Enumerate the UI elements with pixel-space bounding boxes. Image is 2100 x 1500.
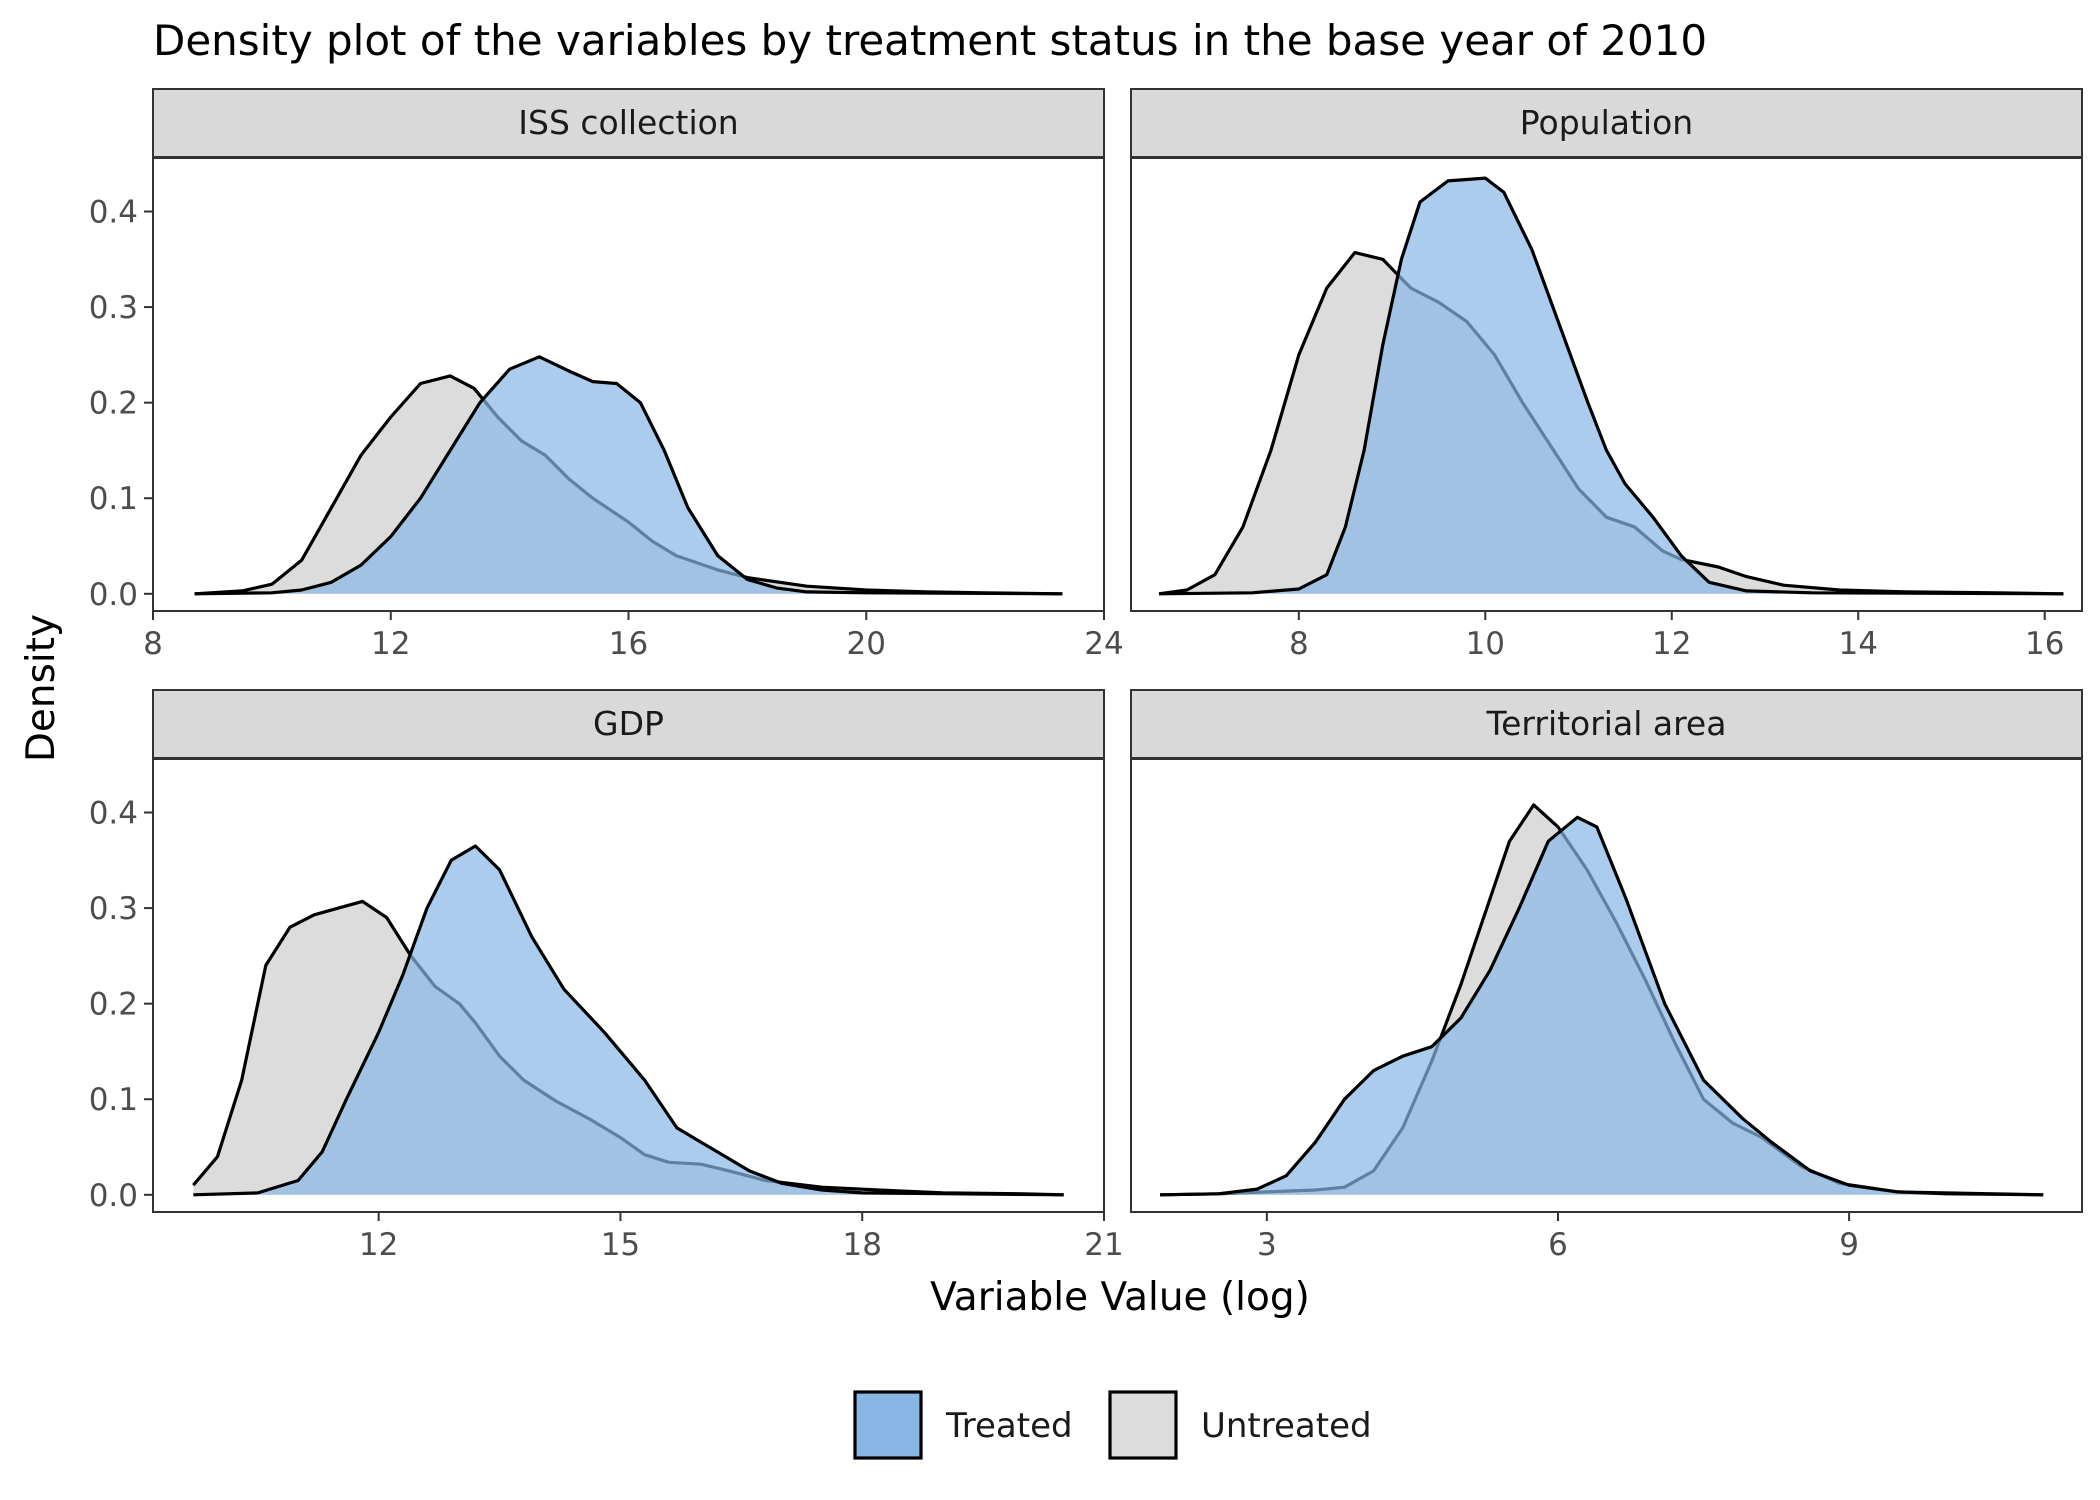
facet-strip bbox=[152, 88, 1105, 158]
legend: Treated Untreated bbox=[853, 1390, 1372, 1460]
x-tick-label: 6 bbox=[1548, 1227, 1568, 1263]
x-tick-label: 20 bbox=[847, 626, 886, 662]
x-tick-label: 14 bbox=[1839, 626, 1878, 662]
x-tick-label: 9 bbox=[1839, 1227, 1859, 1263]
density-line-treated bbox=[1158, 176, 2064, 596]
y-tick-label: 0.3 bbox=[89, 891, 138, 927]
x-tick-label: 12 bbox=[1652, 626, 1691, 662]
y-tick-label: 0.2 bbox=[89, 386, 138, 422]
panel-border bbox=[1130, 157, 2083, 612]
x-tick-label: 24 bbox=[1084, 626, 1123, 662]
x-tick-label: 15 bbox=[601, 1227, 640, 1263]
legend-label: Untreated bbox=[1201, 1406, 1372, 1446]
x-tick-label: 12 bbox=[359, 1227, 398, 1263]
density-area-treated bbox=[194, 356, 1063, 594]
legend-label: Treated bbox=[945, 1406, 1073, 1446]
y-tick-label: 0.3 bbox=[89, 290, 138, 326]
y-tick-label: 0.0 bbox=[89, 577, 138, 613]
facet-strip bbox=[152, 689, 1105, 759]
density-area-treated bbox=[193, 846, 1064, 1195]
facet-strip-label: Population bbox=[1520, 103, 1693, 142]
x-tick-label: 16 bbox=[609, 626, 648, 662]
density-line-treated bbox=[193, 844, 1064, 1197]
panel-border bbox=[1130, 758, 2083, 1213]
facet-population: Population 8 10 12 14 16 bbox=[1130, 88, 2083, 662]
facet-strip bbox=[1130, 689, 2083, 759]
facet-gdp: GDP 0.0 0.1 0.2 0.3 0.4 12 15 18 21 bbox=[89, 689, 1124, 1263]
x-tick-label: 10 bbox=[1466, 626, 1505, 662]
x-tick-label: 8 bbox=[143, 626, 163, 662]
legend-item-untreated: Untreated bbox=[1108, 1390, 1372, 1460]
density-line-treated bbox=[1160, 815, 2044, 1197]
chart-title: Density plot of the variables by treatme… bbox=[153, 16, 1707, 65]
density-line-treated bbox=[194, 355, 1063, 596]
x-tick-label: 12 bbox=[371, 626, 410, 662]
facet-strip-label: ISS collection bbox=[518, 103, 738, 142]
y-tick-label: 0.0 bbox=[89, 1178, 138, 1214]
panel-border bbox=[152, 758, 1105, 1213]
x-tick-label: 8 bbox=[1289, 626, 1309, 662]
x-axis-title: Variable Value (log) bbox=[930, 1275, 1310, 1320]
y-tick-label: 0.1 bbox=[89, 481, 138, 517]
x-tick-label: 16 bbox=[2025, 626, 2064, 662]
facet-strip-label: Territorial area bbox=[1486, 704, 1727, 743]
legend-key bbox=[1108, 1390, 1178, 1460]
facet-iss-collection: ISS collection 0.0 0.1 0.2 0.3 0.4 8 12 16 20 24 bbox=[89, 88, 1124, 662]
legend-item-treated: Treated bbox=[853, 1390, 1073, 1460]
density-area-treated bbox=[1160, 817, 2044, 1195]
y-tick-label: 0.1 bbox=[89, 1082, 138, 1118]
legend-key bbox=[853, 1390, 923, 1460]
x-tick-label: 3 bbox=[1257, 1227, 1277, 1263]
facet-territorial-area: Territorial area 3 6 9 bbox=[1130, 689, 2083, 1263]
x-tick-label: 21 bbox=[1084, 1227, 1123, 1263]
y-tick-label: 0.4 bbox=[89, 796, 138, 832]
y-tick-label: 0.2 bbox=[89, 987, 138, 1023]
facet-strip bbox=[1130, 88, 2083, 158]
y-axis-title: Density bbox=[19, 614, 64, 762]
density-area-treated bbox=[1159, 178, 2064, 594]
y-tick-label: 0.4 bbox=[89, 195, 138, 231]
facet-strip-label: GDP bbox=[593, 704, 664, 743]
x-tick-label: 18 bbox=[842, 1227, 881, 1263]
